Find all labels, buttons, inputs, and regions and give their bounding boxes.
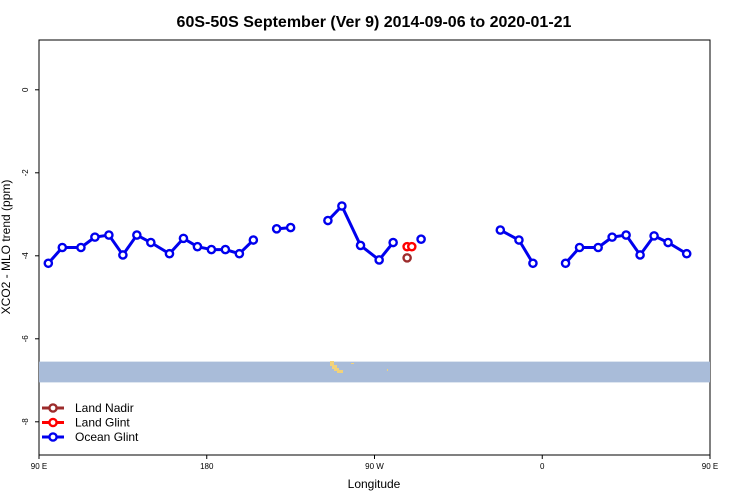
map-land xyxy=(387,369,388,371)
ocean-glint-point xyxy=(593,242,603,253)
ocean-glint-point xyxy=(248,235,259,245)
y-axis-label: XCO2 - MLO trend (ppm) xyxy=(0,180,13,315)
ocean-glint-point xyxy=(374,255,384,265)
ocean-glint-point xyxy=(118,250,128,260)
ocean-glint-point xyxy=(43,258,54,269)
ocean-glint-point xyxy=(514,235,524,245)
y-tick-label: -4 xyxy=(21,252,30,260)
y-tick-label: -8 xyxy=(21,418,30,426)
map-land xyxy=(330,361,334,366)
ocean-glint-point xyxy=(164,248,175,259)
ocean-glint-point xyxy=(681,248,692,259)
ocean-glint-line xyxy=(326,204,395,262)
legend-marker-land-glint xyxy=(48,417,58,428)
ocean-glint-point xyxy=(495,225,506,235)
x-tick-label: 90 W xyxy=(365,462,384,471)
legend-label-land-glint: Land Glint xyxy=(75,416,130,430)
y-tick-label: -6 xyxy=(21,335,30,343)
ocean-glint-point xyxy=(76,242,86,253)
plot-frame xyxy=(38,39,711,456)
ocean-glint-point xyxy=(621,230,631,240)
x-tick-label: 180 xyxy=(200,462,214,471)
ocean-glint-point xyxy=(234,248,245,259)
ocean-glint-point xyxy=(90,232,100,242)
x-axis-label: Longitude xyxy=(348,477,401,491)
ocean-glint-point xyxy=(285,222,296,233)
ocean-glint-point xyxy=(220,244,231,255)
map-land xyxy=(334,368,339,371)
ocean-glint-point xyxy=(388,237,398,248)
ocean-glint-point xyxy=(355,240,366,251)
ocean-glint-point xyxy=(635,250,645,260)
ocean-glint-point xyxy=(323,215,333,226)
ocean-glint-point xyxy=(337,201,347,211)
ocean-glint-point xyxy=(146,237,156,248)
map-land xyxy=(332,365,337,369)
ocean-glint-point xyxy=(57,242,68,253)
ocean-glint-line xyxy=(499,228,535,265)
map-strip xyxy=(39,361,710,383)
y-tick-label: -2 xyxy=(21,169,30,177)
map-land xyxy=(337,370,343,373)
legend-label-land-nadir: Land Nadir xyxy=(75,401,134,415)
map-ocean xyxy=(39,361,710,383)
x-tick-label: 90 E xyxy=(702,462,718,471)
ocean-glint-point xyxy=(178,233,189,244)
ocean-glint-point xyxy=(607,232,617,242)
x-tick-label: 90 E xyxy=(31,462,47,471)
ocean-glint-point xyxy=(104,230,114,240)
ocean-glint-point xyxy=(132,230,142,240)
ocean-glint-point xyxy=(271,224,282,234)
ocean-glint-point xyxy=(574,242,585,253)
ocean-glint-point xyxy=(649,231,659,241)
ocean-glint-point xyxy=(192,241,203,252)
x-tick-label: 0 xyxy=(540,462,545,471)
chart-title: 60S-50S September (Ver 9) 2014-09-06 to … xyxy=(177,14,572,31)
ocean-glint-point xyxy=(663,237,673,248)
map-land xyxy=(351,363,354,364)
legend-marker-land-nadir xyxy=(48,403,58,413)
ocean-glint-point xyxy=(528,258,538,269)
series-layer xyxy=(43,201,692,269)
y-tick-label: 0 xyxy=(21,87,30,92)
legend-label-ocean-glint: Ocean Glint xyxy=(75,430,139,444)
ocean-glint-point xyxy=(206,244,217,255)
land-glint-point xyxy=(406,241,417,252)
x-axis: 90 E 180 90 W 0 90 E xyxy=(31,455,718,471)
legend-marker-ocean-glint xyxy=(48,432,58,442)
ocean-glint-point xyxy=(560,258,571,269)
land-nadir-point xyxy=(402,253,412,263)
ocean-glint-point xyxy=(416,234,426,244)
y-axis: 0 -2 -4 -6 -8 xyxy=(21,87,39,425)
